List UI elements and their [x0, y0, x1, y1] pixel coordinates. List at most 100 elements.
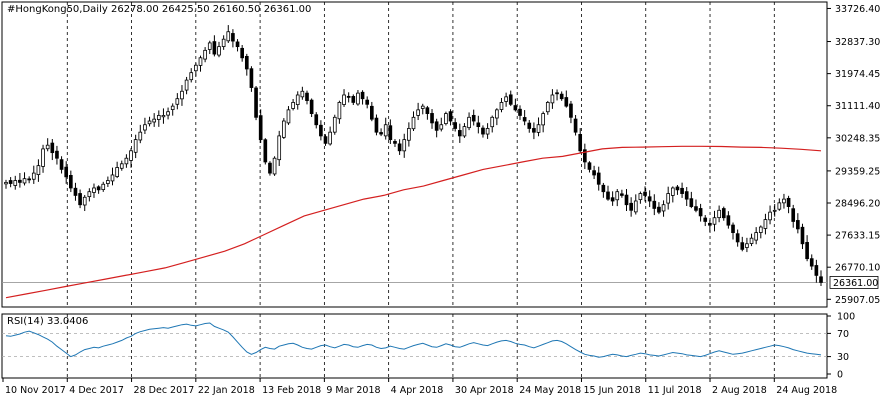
candle-body — [508, 94, 513, 105]
candle-body — [314, 114, 319, 126]
candle-body — [147, 120, 152, 125]
candle-body — [59, 159, 64, 170]
candle-body — [249, 68, 254, 88]
candle-body — [92, 187, 96, 193]
candle-body — [393, 141, 397, 144]
rsi-line — [5, 322, 822, 358]
rsi-tick-label: 30 — [837, 352, 849, 363]
candle-body — [407, 128, 411, 141]
candle-body — [13, 180, 18, 186]
candle-body — [819, 276, 823, 283]
candle-body — [536, 124, 541, 133]
candle-body — [430, 113, 434, 124]
ohlc-low: 26160.50 — [212, 4, 261, 15]
candle-body — [578, 134, 583, 152]
candle-body — [439, 124, 444, 130]
candle-body — [541, 113, 545, 126]
candle-body — [8, 180, 13, 184]
candle-body — [309, 99, 314, 114]
candle-body — [156, 115, 161, 120]
candle-body — [814, 265, 819, 276]
candle-body — [374, 117, 379, 133]
candle-body — [420, 105, 425, 109]
candle-body — [55, 150, 59, 159]
candle-body — [504, 96, 508, 102]
candle-body — [726, 215, 731, 226]
candle-body — [615, 191, 620, 201]
candle-body — [661, 204, 666, 212]
rsi-tick-label: 70 — [837, 329, 849, 340]
x-tick-label: 28 Dec 2017 — [134, 385, 195, 396]
last-price-label: 26361.00 — [833, 278, 878, 289]
candle-body — [78, 193, 82, 206]
x-tick-label: 15 Jun 2018 — [583, 385, 640, 396]
candle-body — [369, 105, 374, 120]
y-tick-label: 29359.25 — [835, 166, 880, 177]
candle-body — [550, 94, 555, 104]
candle-body — [244, 56, 249, 70]
x-tick-label: 11 Jul 2018 — [648, 385, 702, 396]
y-tick-label: 27633.15 — [835, 231, 880, 242]
candle-body — [69, 175, 73, 189]
candle-body — [217, 46, 221, 56]
candle-body — [231, 33, 235, 42]
candle-body — [457, 130, 462, 137]
candle-body — [152, 118, 157, 123]
candle-body — [416, 109, 420, 116]
candle-body — [31, 172, 36, 180]
moving-average-line — [5, 145, 822, 299]
candle-body — [272, 157, 277, 175]
candle-body — [263, 139, 268, 163]
candle-body — [587, 162, 592, 170]
candle-body — [596, 172, 601, 185]
candle-body — [629, 202, 633, 211]
y-tick-label: 28496.20 — [835, 198, 880, 209]
candle-body — [226, 31, 231, 42]
candle-body — [411, 116, 416, 130]
candle-body — [712, 217, 717, 225]
candle-body — [379, 132, 383, 135]
candle-body — [485, 128, 490, 135]
candle-body — [689, 198, 694, 207]
candle-body — [791, 208, 796, 222]
candle-body — [110, 174, 115, 182]
candle-body — [397, 143, 402, 152]
candle-body — [291, 102, 295, 109]
candle-body — [360, 91, 365, 100]
candle-body — [768, 211, 772, 221]
candle-body — [555, 92, 559, 95]
candle-body — [119, 163, 124, 169]
candle-body — [258, 115, 263, 141]
rsi-header: RSI(14) 33.0406 — [7, 316, 89, 327]
candle-body — [286, 109, 291, 124]
candle-body — [346, 95, 351, 98]
candle-body — [800, 226, 805, 245]
candle-body — [138, 131, 143, 141]
rsi-panel-frame — [1, 313, 828, 379]
candle-body — [133, 139, 138, 153]
candle-body — [527, 122, 532, 129]
candle-body — [657, 206, 661, 213]
candle-body — [282, 120, 286, 138]
candle-body — [749, 237, 754, 244]
candle-body — [481, 127, 485, 135]
candle-body — [476, 122, 481, 128]
candle-body — [721, 208, 726, 219]
candle-body — [545, 102, 550, 113]
candle-body — [194, 64, 198, 72]
candle-body — [207, 42, 212, 50]
candle-body — [115, 167, 119, 177]
candle-body — [805, 242, 809, 260]
candle-body — [758, 226, 763, 233]
candle-body — [18, 179, 22, 183]
candle-body — [221, 38, 226, 47]
candle-body — [170, 105, 175, 110]
candle-body — [717, 209, 721, 219]
candle-body — [522, 117, 527, 122]
candle-body — [490, 116, 495, 128]
y-tick-label: 32837.30 — [835, 37, 880, 48]
x-tick-label: 13 Feb 2018 — [262, 385, 321, 396]
x-tick-label: 10 Nov 2017 — [5, 385, 66, 396]
candle-body — [101, 183, 106, 190]
